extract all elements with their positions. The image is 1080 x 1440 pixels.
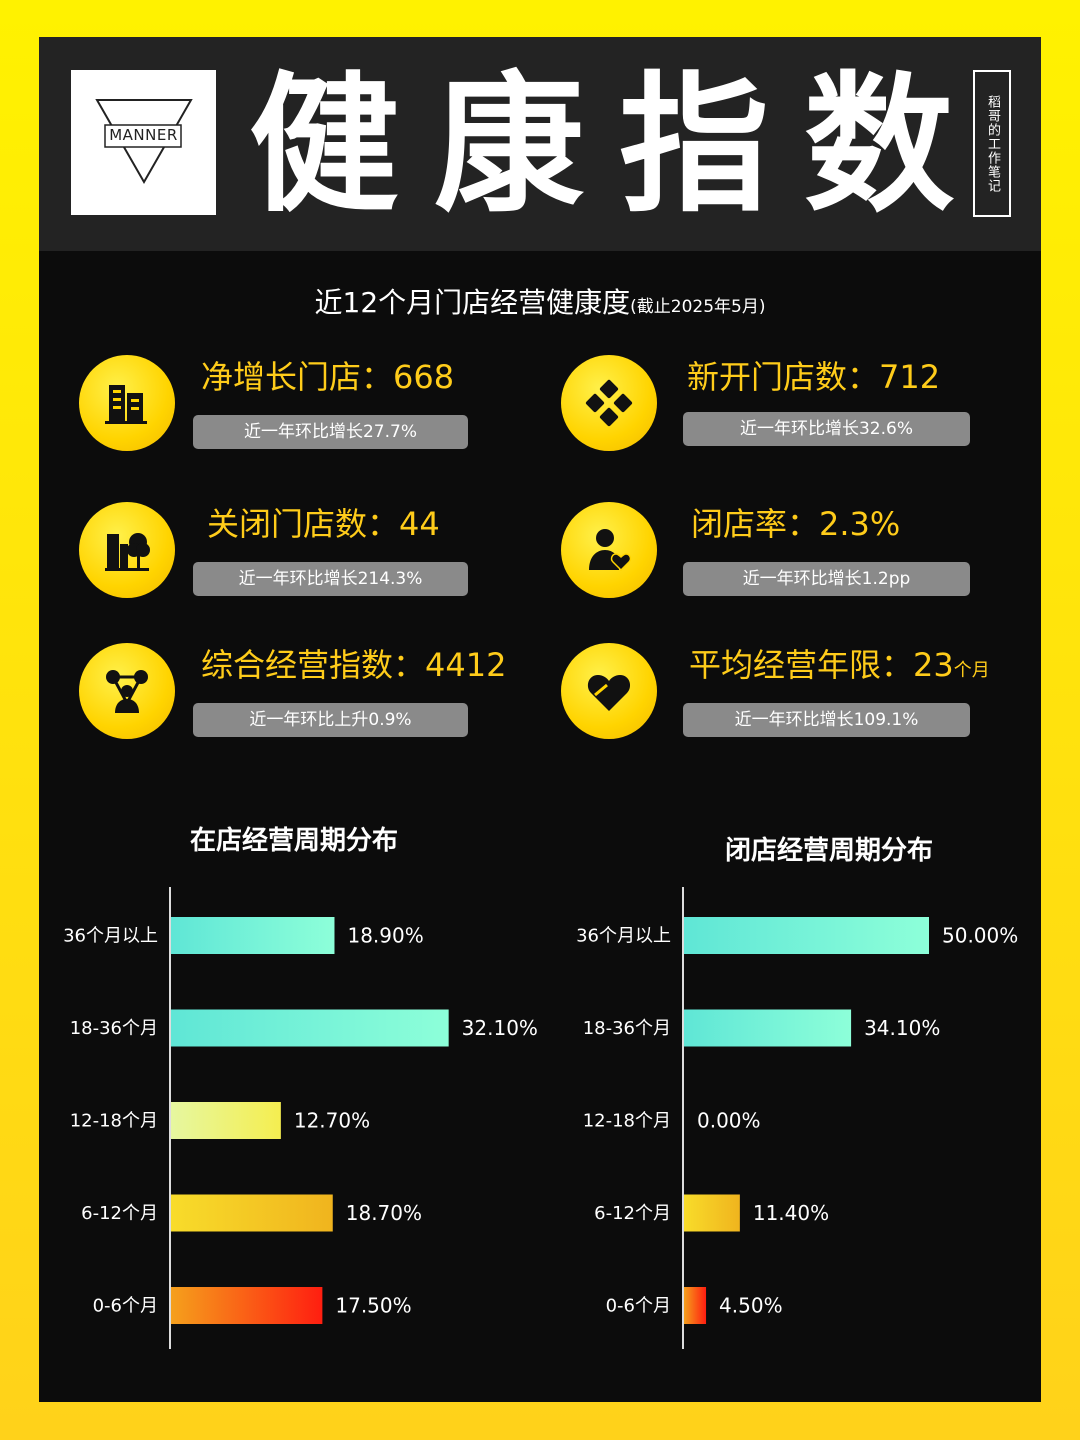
category-label: 6-12个月 (81, 1203, 158, 1224)
metric-unit: 个月 (953, 660, 990, 681)
bar (684, 1194, 740, 1232)
diamond-grid-icon (585, 379, 633, 427)
metric-change-pill: 近一年环比增长1.2pp (683, 562, 970, 596)
metric-change-pill: 近一年环比上升0.9% (193, 703, 468, 737)
value-label: 18.90% (347, 924, 423, 948)
chart-title-closed: 闭店经营周期分布 (724, 836, 933, 866)
value-label: 17.50% (335, 1294, 411, 1318)
metric-change-pill: 近一年环比增长32.6% (683, 412, 970, 446)
category-label: 6-12个月 (594, 1203, 671, 1224)
building-tree-icon (105, 533, 150, 571)
header-bar: MANNER 健康指数 稻哥的工作笔记 (39, 37, 1041, 251)
metric-change-pill: 近一年环比增长109.1% (683, 703, 970, 737)
metric-change-pill: 近一年环比增长214.3% (193, 562, 468, 596)
heart-icon (587, 675, 631, 711)
manner-logo: MANNER (71, 70, 216, 215)
value-label: 12.70% (294, 1109, 370, 1133)
metric-label: 闭店率：2.3% (691, 505, 901, 543)
metric-icon-circle (561, 502, 657, 598)
triangle-logo-icon (95, 99, 193, 185)
metric-label: 平均经营年限：23个月 (689, 645, 990, 691)
bar (171, 1102, 281, 1139)
value-label: 18.70% (346, 1201, 422, 1225)
category-label: 0-6个月 (606, 1296, 671, 1317)
open-cycle-bar-chart: 36个月以上 18.90% 18-36个月 32.10% 12-18个月 12.70% 6-… (63, 887, 538, 1349)
chart-title-open: 在店经营周期分布 (189, 826, 398, 856)
category-label: 0-6个月 (93, 1296, 158, 1317)
value-label: 34.10% (864, 1016, 940, 1040)
subtitle-main: 近12个月门店经营健康度 (314, 286, 631, 319)
category-label: 12-18个月 (583, 1111, 671, 1132)
section-subtitle: 近12个月门店经营健康度(截止2025年5月) (39, 285, 1041, 325)
category-label: 36个月以上 (63, 926, 158, 947)
category-label: 18-36个月 (70, 1018, 158, 1039)
author-tag: 稻哥的工作笔记 (973, 70, 1011, 217)
bar (684, 917, 929, 954)
value-label: 4.50% (719, 1294, 783, 1318)
category-label: 12-18个月 (70, 1111, 158, 1132)
metric-label: 净增长门店：668 (201, 358, 455, 396)
metric-icon-circle (79, 355, 175, 451)
value-label: 50.00% (942, 924, 1018, 948)
infographic-card: MANNER 健康指数 稻哥的工作笔记 近12个月门店经营健康度(截止2025年… (39, 37, 1041, 1402)
category-label: 18-36个月 (583, 1018, 671, 1039)
value-label: 0.00% (697, 1109, 761, 1133)
value-label: 11.40% (753, 1201, 829, 1225)
metric-label: 关闭门店数：44 (207, 505, 440, 543)
metric-icon-circle (561, 355, 657, 451)
bar (684, 1287, 707, 1324)
metric-icon-circle (79, 643, 175, 739)
metric-icon-circle (79, 502, 175, 598)
person-heart-icon (589, 529, 632, 572)
bar (171, 1287, 323, 1324)
page-title: 健康指数 (249, 57, 990, 233)
network-icon (106, 670, 148, 713)
bar (171, 917, 335, 954)
metric-icon-circle (561, 643, 657, 739)
metric-label: 新开门店数：712 (687, 358, 941, 396)
category-label: 36个月以上 (576, 926, 671, 947)
bar (171, 1194, 333, 1232)
metric-label: 综合经营指数：4412 (201, 646, 507, 684)
logo-wordmark: MANNER (109, 126, 178, 144)
metric-change-pill: 近一年环比增长27.7% (193, 415, 468, 449)
bar (684, 1009, 852, 1047)
closed-cycle-bar-chart: 36个月以上 50.00% 18-36个月 34.10% 12-18个月 0.00% 6-1… (576, 887, 1018, 1349)
building-icon (105, 385, 147, 424)
metric-value: 平均经营年限：23 (689, 646, 954, 684)
value-label: 32.10% (462, 1016, 538, 1040)
subtitle-note: (截止2025年5月) (630, 297, 766, 317)
bar (171, 1009, 449, 1047)
